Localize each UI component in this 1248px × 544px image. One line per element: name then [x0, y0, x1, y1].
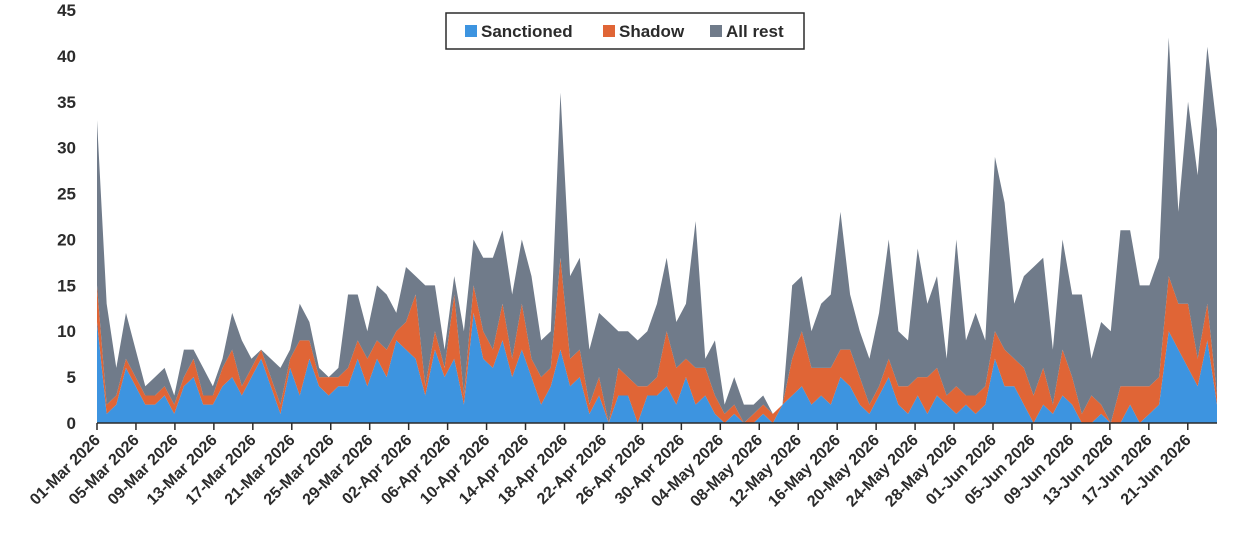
series-areas [97, 37, 1217, 423]
series-area-sanctioned [97, 312, 1217, 423]
legend-swatch-shadow [603, 25, 615, 37]
legend-label-all-rest: All rest [726, 22, 784, 41]
legend-label-sanctioned: Sanctioned [481, 22, 573, 41]
series-area-shadow [97, 257, 1217, 423]
x-tick-label: 21-Jun 2026 [1118, 432, 1195, 509]
y-axis: 0 5 10 15 20 25 30 35 40 45 [57, 1, 76, 433]
y-tick-label: 40 [57, 47, 76, 66]
y-tick-label: 30 [57, 139, 76, 158]
y-tick-label: 0 [67, 414, 76, 433]
legend-label-shadow: Shadow [619, 22, 685, 41]
legend-box [445, 12, 805, 50]
y-tick-label: 10 [57, 322, 76, 341]
legend: Sanctioned Shadow All rest [445, 12, 805, 50]
y-tick-label: 20 [57, 230, 76, 249]
legend-swatch-sanctioned [465, 25, 477, 37]
legend-swatch-all-rest [710, 25, 722, 37]
y-tick-label: 15 [57, 276, 76, 295]
series-area-all-rest [97, 37, 1217, 423]
y-tick-label: 45 [57, 1, 76, 20]
y-tick-label: 35 [57, 93, 76, 112]
y-tick-label: 5 [67, 368, 76, 387]
y-tick-label: 25 [57, 185, 76, 204]
